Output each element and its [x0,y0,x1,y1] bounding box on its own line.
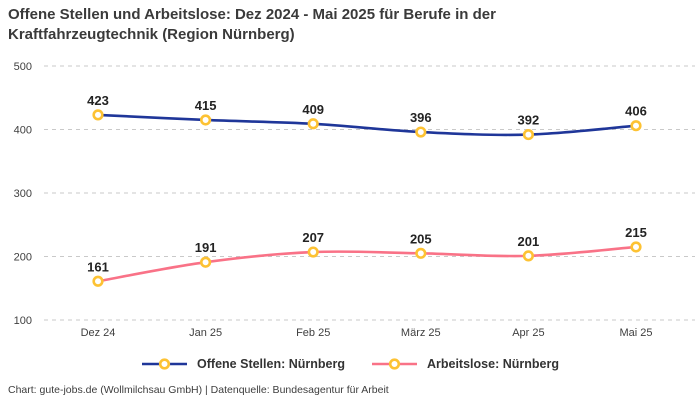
data-point-label-offene-stellen-n-rnberg: 423 [87,93,109,108]
data-point-marker-arbeitslose-n-rnberg [522,250,535,262]
chart-source-footer: Chart: gute-jobs.de (Wollmilchsau GmbH) … [8,384,389,396]
data-point-marker-arbeitslose-n-rnberg [415,247,427,259]
legend-item-arbeitslose-n-rnberg: Arbeitslose: Nürnberg [371,357,559,371]
data-point-label-arbeitslose-n-rnberg: 207 [302,230,324,245]
y-tick-label: 400 [14,125,32,137]
x-tick-label: Jan 25 [189,327,222,339]
x-axis: Dez 24 Jan 25 Feb 25 März 25 Apr 25 Mai 25 [81,327,653,339]
data-point-marker-arbeitslose-n-rnberg [92,275,104,287]
data-point-marker-arbeitslose-n-rnberg [200,256,212,268]
line-chart-plot-area: 100 200 300 400 500 Dez 24 Jan 25 Feb 25 März 25… [14,61,695,339]
legend-marker-icon [158,358,171,370]
data-point-marker-offene-stellen-n-rnberg [307,118,319,130]
legend-line-marker-icon [142,358,188,370]
y-tick-label: 100 [14,315,32,327]
chart-legend: Offene Stellen: Nürnberg Arbeitslose: Nür… [0,357,700,371]
data-point-marker-offene-stellen-n-rnberg [522,128,535,141]
data-point-label-arbeitslose-n-rnberg: 201 [518,234,540,249]
legend-label-offene-stellen-n-rnberg: Offene Stellen: Nürnberg [197,357,345,371]
data-point-marker-arbeitslose-n-rnberg [307,246,319,258]
data-point-label-arbeitslose-n-rnberg: 205 [410,231,432,246]
series-line-arbeitslose-n-rnberg [96,245,638,283]
x-tick-label: Mai 25 [619,327,652,339]
x-tick-label: Feb 25 [296,327,330,339]
data-point-marker-offene-stellen-n-rnberg [415,126,427,138]
data-point-label-offene-stellen-n-rnberg: 392 [518,113,540,128]
data-point-label-offene-stellen-n-rnberg: 406 [625,104,647,119]
series-line-offene-stellen-n-rnberg [96,113,638,137]
data-point-marker-offene-stellen-n-rnberg [630,120,642,132]
x-tick-label: Dez 24 [81,327,116,339]
y-tick-label: 300 [14,188,32,200]
legend-line-marker-icon [371,358,417,370]
data-point-marker-offene-stellen-n-rnberg [92,109,104,121]
data-point-label-arbeitslose-n-rnberg: 161 [87,259,109,274]
data-point-label-offene-stellen-n-rnberg: 396 [410,110,432,125]
x-tick-label: Apr 25 [512,327,544,339]
legend-item-offene-stellen-n-rnberg: Offene Stellen: Nürnberg [141,357,345,371]
data-point-label-arbeitslose-n-rnberg: 191 [195,240,217,255]
data-point-marker-arbeitslose-n-rnberg [630,241,642,253]
data-point-label-offene-stellen-n-rnberg: 415 [195,98,217,113]
chart-title: Offene Stellen und Arbeitslose: Dez 2024… [8,6,496,43]
legend-marker-icon [388,358,401,370]
y-grid: 100 200 300 400 500 [14,61,695,327]
data-point-label-arbeitslose-n-rnberg: 215 [625,225,647,240]
series-offene-stellen-n-rnberg: 423 415 409 396 392 406 [87,93,647,141]
x-tick-label: März 25 [401,327,441,339]
series-arbeitslose-n-rnberg: 161 191 207 205 201 215 [87,225,647,287]
legend-label-arbeitslose-n-rnberg: Arbeitslose: Nürnberg [426,357,559,371]
data-point-marker-offene-stellen-n-rnberg [200,114,212,126]
y-tick-label: 500 [14,61,32,73]
data-point-label-offene-stellen-n-rnberg: 409 [302,102,324,117]
y-tick-label: 200 [14,252,32,264]
